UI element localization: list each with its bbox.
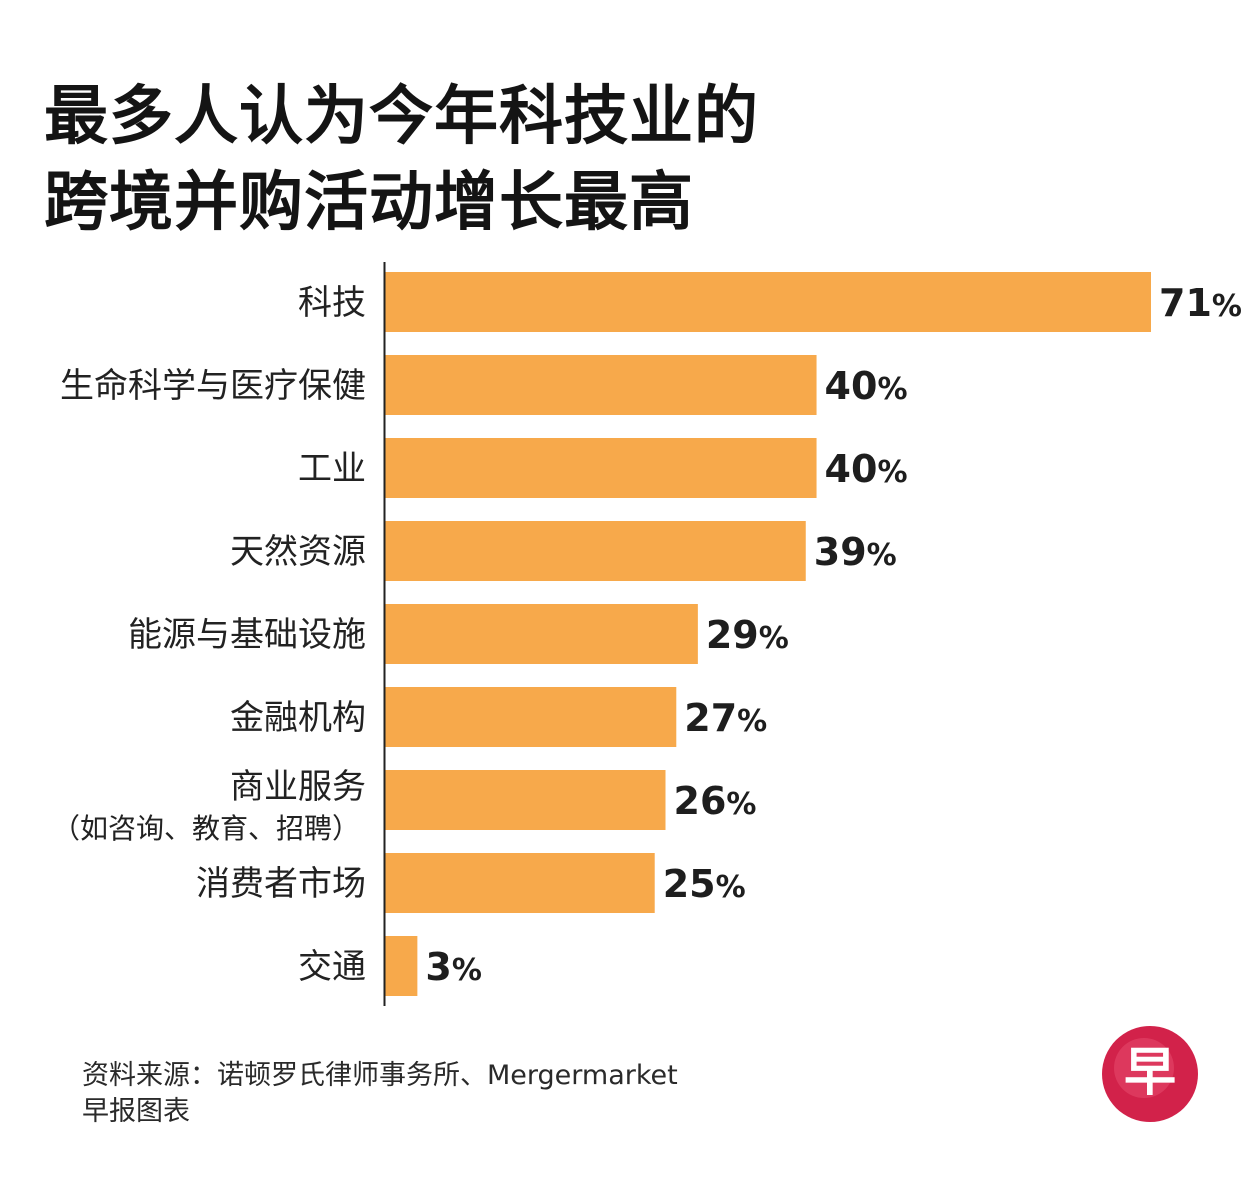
- logo-glyph: 早: [1124, 1043, 1176, 1103]
- category-sublabel: （如咨询、教育、招聘）: [52, 812, 360, 845]
- bar: [385, 521, 806, 581]
- value-label: 25%: [663, 862, 746, 906]
- bar: [385, 853, 655, 913]
- value-label: 40%: [825, 447, 908, 491]
- bar: [385, 687, 677, 747]
- category-label: 消费者市场: [196, 864, 366, 904]
- value-label: 3%: [425, 945, 482, 989]
- category-label: 生命科学与医疗保健: [60, 366, 366, 406]
- value-label: 27%: [684, 696, 767, 740]
- category-label: 交通: [298, 947, 366, 987]
- category-label: 商业服务: [230, 767, 366, 807]
- category-label: 能源与基础设施: [128, 615, 366, 655]
- zaobao-logo-icon: 早: [1102, 1026, 1198, 1122]
- bar: [385, 438, 817, 498]
- bar-chart: 科技 71% 生命科学与医疗保健 40% 工业 40% 天然资源 39% 能源与基础设施 29% 金…: [52, 262, 1242, 1006]
- bar: [385, 272, 1151, 332]
- value-label: 40%: [825, 364, 908, 408]
- bar: [385, 770, 666, 830]
- category-label: 工业: [298, 449, 366, 489]
- value-label: 39%: [814, 530, 897, 574]
- value-label: 29%: [706, 613, 789, 657]
- source-note: 资料来源：诺顿罗氏律师事务所、Mergermarket 早报图表: [82, 1058, 678, 1130]
- chart-title: 最多人认为今年科技业的 跨境并购活动增长最高: [44, 74, 759, 246]
- category-label: 天然资源: [230, 532, 366, 572]
- bar: [385, 355, 817, 415]
- chart-title-line2: 跨境并购活动增长最高: [44, 166, 694, 240]
- category-label: 金融机构: [230, 698, 366, 738]
- credit-line: 早报图表: [82, 1096, 190, 1127]
- bar: [385, 604, 698, 664]
- value-label: 71%: [1159, 281, 1242, 325]
- bars-group: 科技 71% 生命科学与医疗保健 40% 工业 40% 天然资源 39% 能源与基础设施 29% 金…: [52, 272, 1242, 996]
- bar: [385, 936, 418, 996]
- chart-title-line1: 最多人认为今年科技业的: [44, 80, 759, 154]
- source-line: 资料来源：诺顿罗氏律师事务所、Mergermarket: [82, 1060, 678, 1091]
- value-label: 26%: [674, 779, 757, 823]
- category-label: 科技: [298, 283, 366, 323]
